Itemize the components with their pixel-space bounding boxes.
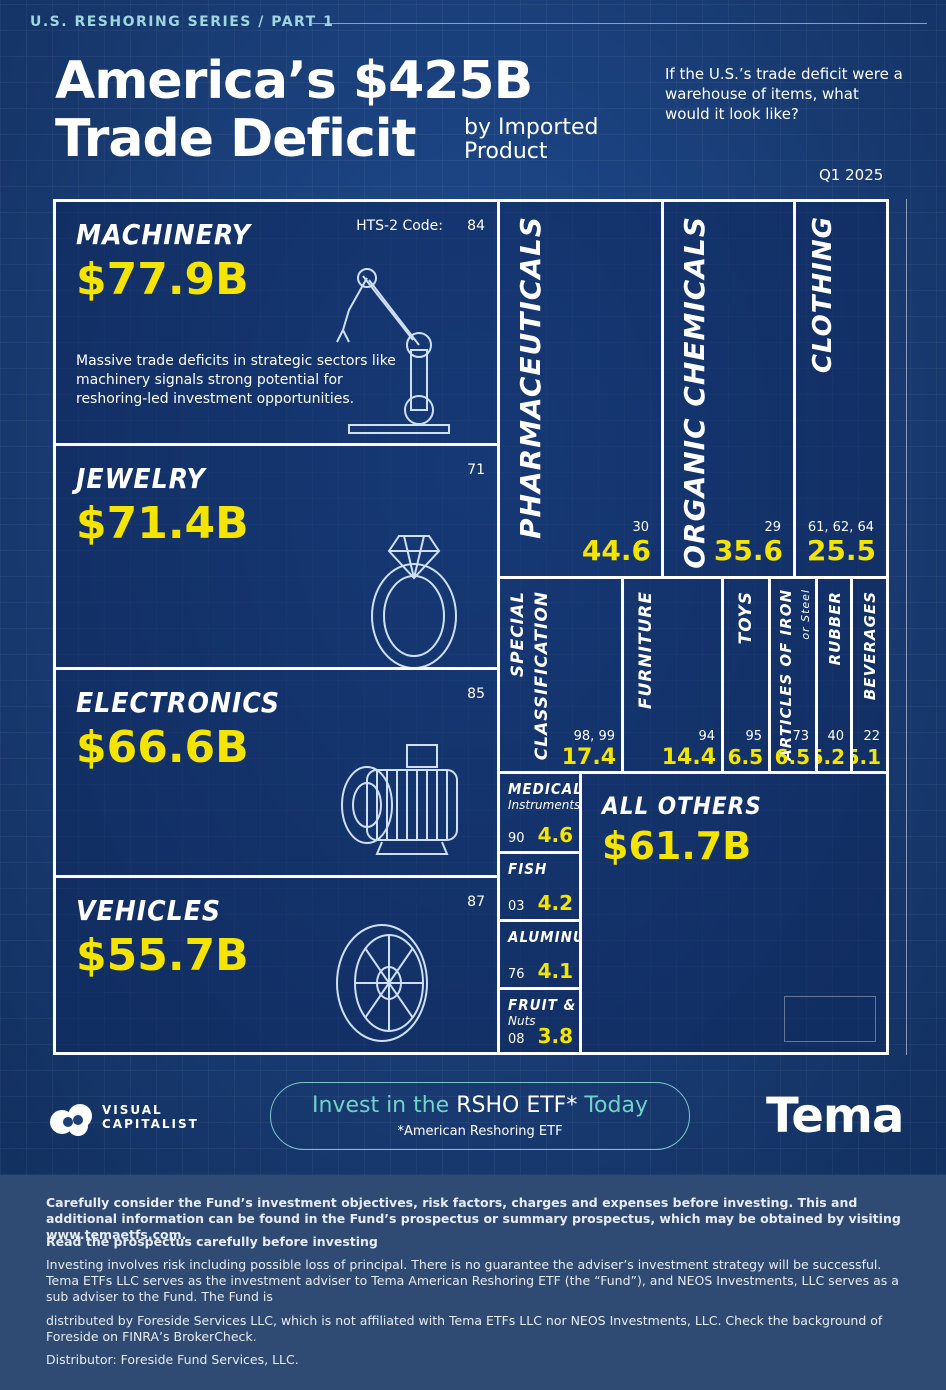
- hts-code: 84: [467, 218, 485, 234]
- value-label: $71.4B: [76, 498, 249, 549]
- value-label: 4.6: [537, 823, 573, 847]
- tile-others: ALL OTHERS $61.7B: [579, 771, 889, 1055]
- tile-machinery: MACHINERY $77.9B HTS-2 Code: Massive trade …: [53, 199, 500, 446]
- visual-capitalist-logo: [48, 1100, 218, 1140]
- category-label: ALL OTHERS: [602, 792, 762, 820]
- category-label: JEWELRY: [76, 462, 206, 495]
- value-label: 25.5: [806, 534, 876, 567]
- disclaimer-p1: Carefully consider the Fund’s investment…: [46, 1195, 901, 1242]
- treemap-chart: MACHINERY $77.9B HTS-2 Code: Massive trade …: [53, 199, 907, 1055]
- tile-special: SPECIAL CLASSIFICATION 98, 99 17.4: [497, 576, 624, 774]
- hts-code: 30: [632, 520, 649, 535]
- page-title-line1: America’s $425B: [55, 51, 533, 111]
- code-label: HTS-2 Code:: [356, 218, 443, 234]
- tile-electronics: ELECTRONICS $66.6B 85: [53, 667, 500, 878]
- hts-code: 76: [508, 967, 525, 982]
- hts-code: 71: [467, 462, 485, 478]
- disclaimer-p3: Investing involves risk including possib…: [46, 1257, 899, 1304]
- warehouse-frame: [53, 199, 889, 1055]
- category-label: ELECTRONICS: [76, 686, 281, 719]
- hts-code: 90: [508, 831, 525, 846]
- hts-code: 94: [698, 729, 715, 744]
- intro-question: If the U.S.’s trade deficit were a wareh…: [665, 65, 903, 123]
- height-marker: [906, 199, 907, 1055]
- electronics-icon: [327, 730, 477, 874]
- brand-line2: CAPITALIST: [102, 1117, 199, 1131]
- brand-line1: VISUAL: [102, 1103, 163, 1117]
- hts-code: 22: [863, 729, 880, 744]
- hts-code: 73: [792, 729, 809, 744]
- tile-vehicles: VEHICLES $55.7B 87: [53, 875, 500, 1055]
- category-label: VEHICLES: [76, 894, 222, 927]
- cta-part3: Today: [584, 1093, 648, 1118]
- value-label: 44.6: [581, 534, 651, 567]
- vc-logo-icon: [50, 1104, 92, 1136]
- visual-capitalist-wordmark: VISUAL CAPITALIST: [102, 1103, 199, 1131]
- value-label: 3.8: [537, 1024, 573, 1048]
- category-label: FISH: [508, 860, 548, 878]
- series-divider: [312, 23, 927, 24]
- vehicles-icon: [327, 918, 437, 1052]
- tile-fish: FISH 03 4.2: [497, 851, 582, 922]
- value-label: 17.4: [561, 745, 616, 770]
- annotation-text: Massive trade deficits in strategic sect…: [76, 353, 396, 407]
- value-label: $66.6B: [76, 722, 249, 773]
- value-label: 35.6: [713, 534, 783, 567]
- disclaimer-p5: Distributor: Foreside Fund Services, LLC…: [46, 1352, 299, 1367]
- page-title-line2: Trade Deficit: [55, 109, 416, 169]
- tema-logo: Tema: [766, 1088, 904, 1144]
- value-label: $77.9B: [76, 254, 249, 305]
- hts-code: 87: [467, 894, 485, 910]
- disclaimer-p2: Read the prospectus carefully before inv…: [46, 1234, 378, 1249]
- hts-code: 03: [508, 899, 525, 914]
- category-label: MACHINERY: [76, 218, 252, 251]
- category-label: MEDICAL: [508, 780, 582, 798]
- value-label: 4.1: [537, 959, 573, 983]
- tile-beverages: BEVERAGES225.1: [850, 576, 889, 774]
- hts-code: 95: [745, 729, 762, 744]
- jewelry-icon: [359, 516, 469, 667]
- page-subtitle: by Imported Product: [464, 115, 599, 164]
- category-sublabel: Nuts: [508, 1014, 536, 1028]
- hts-code: 08: [508, 1032, 525, 1047]
- machinery-icon: [329, 240, 459, 443]
- disclaimer-p4: distributed by Foreside Services LLC, wh…: [46, 1313, 883, 1344]
- value-label: 14.4: [661, 745, 716, 770]
- hts-code: 61, 62, 64: [807, 520, 874, 535]
- category-label: FRUIT &: [508, 996, 577, 1014]
- value-label: 5.1: [853, 745, 881, 769]
- crate-icon: [784, 996, 876, 1042]
- invest-cta-button[interactable]: Invest in the RSHO ETF* Today *American …: [270, 1082, 690, 1150]
- hts-code: 98, 99: [573, 729, 615, 744]
- tile-jewelry: JEWELRY $71.4B 71: [53, 443, 500, 670]
- hts-code: 85: [467, 686, 485, 702]
- category-sublabel: Instruments: [508, 798, 581, 812]
- value-label: $61.7B: [602, 824, 752, 868]
- tile-fruit: FRUIT & Nuts 08 3.8: [497, 987, 582, 1055]
- disclaimer-panel: Carefully consider the Fund’s investment…: [0, 1175, 946, 1390]
- hts-code: 40: [827, 729, 844, 744]
- tile-medical: MEDICAL Instruments 90 4.6: [497, 771, 582, 854]
- value-label: 4.2: [537, 891, 573, 915]
- value-label: 6.5: [727, 745, 763, 769]
- tile-aluminum: ALUMINUM 76 4.1: [497, 919, 582, 990]
- value-label: 5.2: [818, 745, 845, 769]
- value-label: 6.5: [774, 745, 810, 769]
- hts-code: 29: [764, 520, 781, 535]
- series-label: U.S. RESHORING SERIES / PART 1: [30, 14, 335, 30]
- category-label: ALUMINUM: [508, 928, 579, 946]
- cta-part2: RSHO ETF*: [456, 1093, 578, 1118]
- period-label: Q1 2025: [819, 166, 884, 184]
- cta-subtext: *American Reshoring ETF: [397, 1124, 563, 1139]
- cta-part1: Invest in the: [312, 1093, 450, 1118]
- cta-text: Invest in the RSHO ETF* Today: [271, 1093, 689, 1118]
- value-label: $55.7B: [76, 930, 249, 981]
